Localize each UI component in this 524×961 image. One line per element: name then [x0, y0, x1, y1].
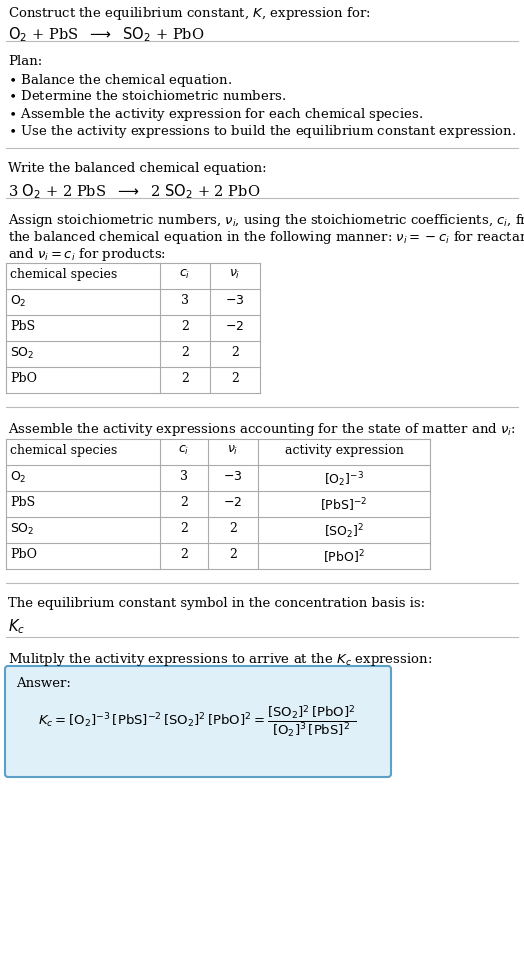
Text: $\nu_i$: $\nu_i$ — [227, 444, 239, 457]
Text: $-3$: $-3$ — [225, 294, 245, 307]
Text: 2: 2 — [231, 372, 239, 385]
Text: 2: 2 — [180, 548, 188, 561]
Text: $\bullet$ Use the activity expressions to build the equilibrium constant express: $\bullet$ Use the activity expressions t… — [8, 123, 516, 140]
Text: $K_c = [\mathrm{O_2}]^{-3}\,[\mathrm{PbS}]^{-2}\,[\mathrm{SO_2}]^{2}\,[\mathrm{P: $K_c = [\mathrm{O_2}]^{-3}\,[\mathrm{PbS… — [38, 704, 357, 740]
Text: 2: 2 — [231, 346, 239, 359]
Text: $-3$: $-3$ — [223, 470, 243, 483]
Text: 2: 2 — [229, 548, 237, 561]
Text: Assemble the activity expressions accounting for the state of matter and $\nu_i$: Assemble the activity expressions accoun… — [8, 421, 516, 438]
Text: PbO: PbO — [10, 372, 37, 385]
Text: PbO: PbO — [10, 548, 37, 561]
Text: $-2$: $-2$ — [225, 320, 245, 333]
Text: $\mathrm{O_2}$: $\mathrm{O_2}$ — [10, 470, 27, 485]
Text: the balanced chemical equation in the following manner: $\nu_i = -c_i$ for react: the balanced chemical equation in the fo… — [8, 229, 524, 246]
Text: The equilibrium constant symbol in the concentration basis is:: The equilibrium constant symbol in the c… — [8, 597, 425, 610]
Text: chemical species: chemical species — [10, 268, 117, 281]
Text: $\nu_i$: $\nu_i$ — [230, 268, 241, 282]
Text: $\bullet$ Balance the chemical equation.: $\bullet$ Balance the chemical equation. — [8, 72, 233, 89]
Text: Mulitply the activity expressions to arrive at the $K_c$ expression:: Mulitply the activity expressions to arr… — [8, 651, 432, 668]
Text: 3 $\mathrm{O_2}$ + 2 PbS  $\longrightarrow$  2 $\mathrm{SO_2}$ + 2 PbO: 3 $\mathrm{O_2}$ + 2 PbS $\longrightarro… — [8, 182, 260, 201]
Text: $c_i$: $c_i$ — [178, 444, 190, 457]
Text: $c_i$: $c_i$ — [179, 268, 191, 282]
Text: $[\mathrm{O_2}]^{-3}$: $[\mathrm{O_2}]^{-3}$ — [324, 470, 364, 489]
FancyBboxPatch shape — [5, 666, 391, 777]
Text: $K_c$: $K_c$ — [8, 617, 25, 635]
Text: $-2$: $-2$ — [223, 496, 243, 509]
Text: 2: 2 — [181, 320, 189, 333]
Text: $[\mathrm{SO_2}]^{2}$: $[\mathrm{SO_2}]^{2}$ — [324, 522, 364, 541]
Text: Construct the equilibrium constant, $K$, expression for:: Construct the equilibrium constant, $K$,… — [8, 5, 370, 22]
Text: PbS: PbS — [10, 496, 35, 509]
Text: activity expression: activity expression — [285, 444, 403, 457]
Text: 2: 2 — [180, 496, 188, 509]
Text: $\bullet$ Assemble the activity expression for each chemical species.: $\bullet$ Assemble the activity expressi… — [8, 106, 423, 123]
Text: and $\nu_i = c_i$ for products:: and $\nu_i = c_i$ for products: — [8, 246, 166, 263]
Text: 3: 3 — [180, 470, 188, 483]
Text: 3: 3 — [181, 294, 189, 307]
Text: 2: 2 — [180, 522, 188, 535]
Text: chemical species: chemical species — [10, 444, 117, 457]
Text: $\mathrm{SO_2}$: $\mathrm{SO_2}$ — [10, 522, 35, 537]
Text: Answer:: Answer: — [16, 677, 71, 690]
Text: PbS: PbS — [10, 320, 35, 333]
Text: Plan:: Plan: — [8, 55, 42, 68]
Text: $\bullet$ Determine the stoichiometric numbers.: $\bullet$ Determine the stoichiometric n… — [8, 89, 286, 103]
Text: $\mathrm{O_2}$: $\mathrm{O_2}$ — [10, 294, 27, 309]
Text: $\mathrm{O_2}$ + PbS  $\longrightarrow$  $\mathrm{SO_2}$ + PbO: $\mathrm{O_2}$ + PbS $\longrightarrow$ $… — [8, 25, 204, 43]
Text: Write the balanced chemical equation:: Write the balanced chemical equation: — [8, 162, 267, 175]
Text: $[\mathrm{PbO}]^{2}$: $[\mathrm{PbO}]^{2}$ — [323, 548, 365, 565]
Text: 2: 2 — [181, 346, 189, 359]
Text: $[\mathrm{PbS}]^{-2}$: $[\mathrm{PbS}]^{-2}$ — [320, 496, 368, 513]
Text: 2: 2 — [229, 522, 237, 535]
Text: 2: 2 — [181, 372, 189, 385]
Text: Assign stoichiometric numbers, $\nu_i$, using the stoichiometric coefficients, $: Assign stoichiometric numbers, $\nu_i$, … — [8, 212, 524, 229]
Text: $\mathrm{SO_2}$: $\mathrm{SO_2}$ — [10, 346, 35, 361]
